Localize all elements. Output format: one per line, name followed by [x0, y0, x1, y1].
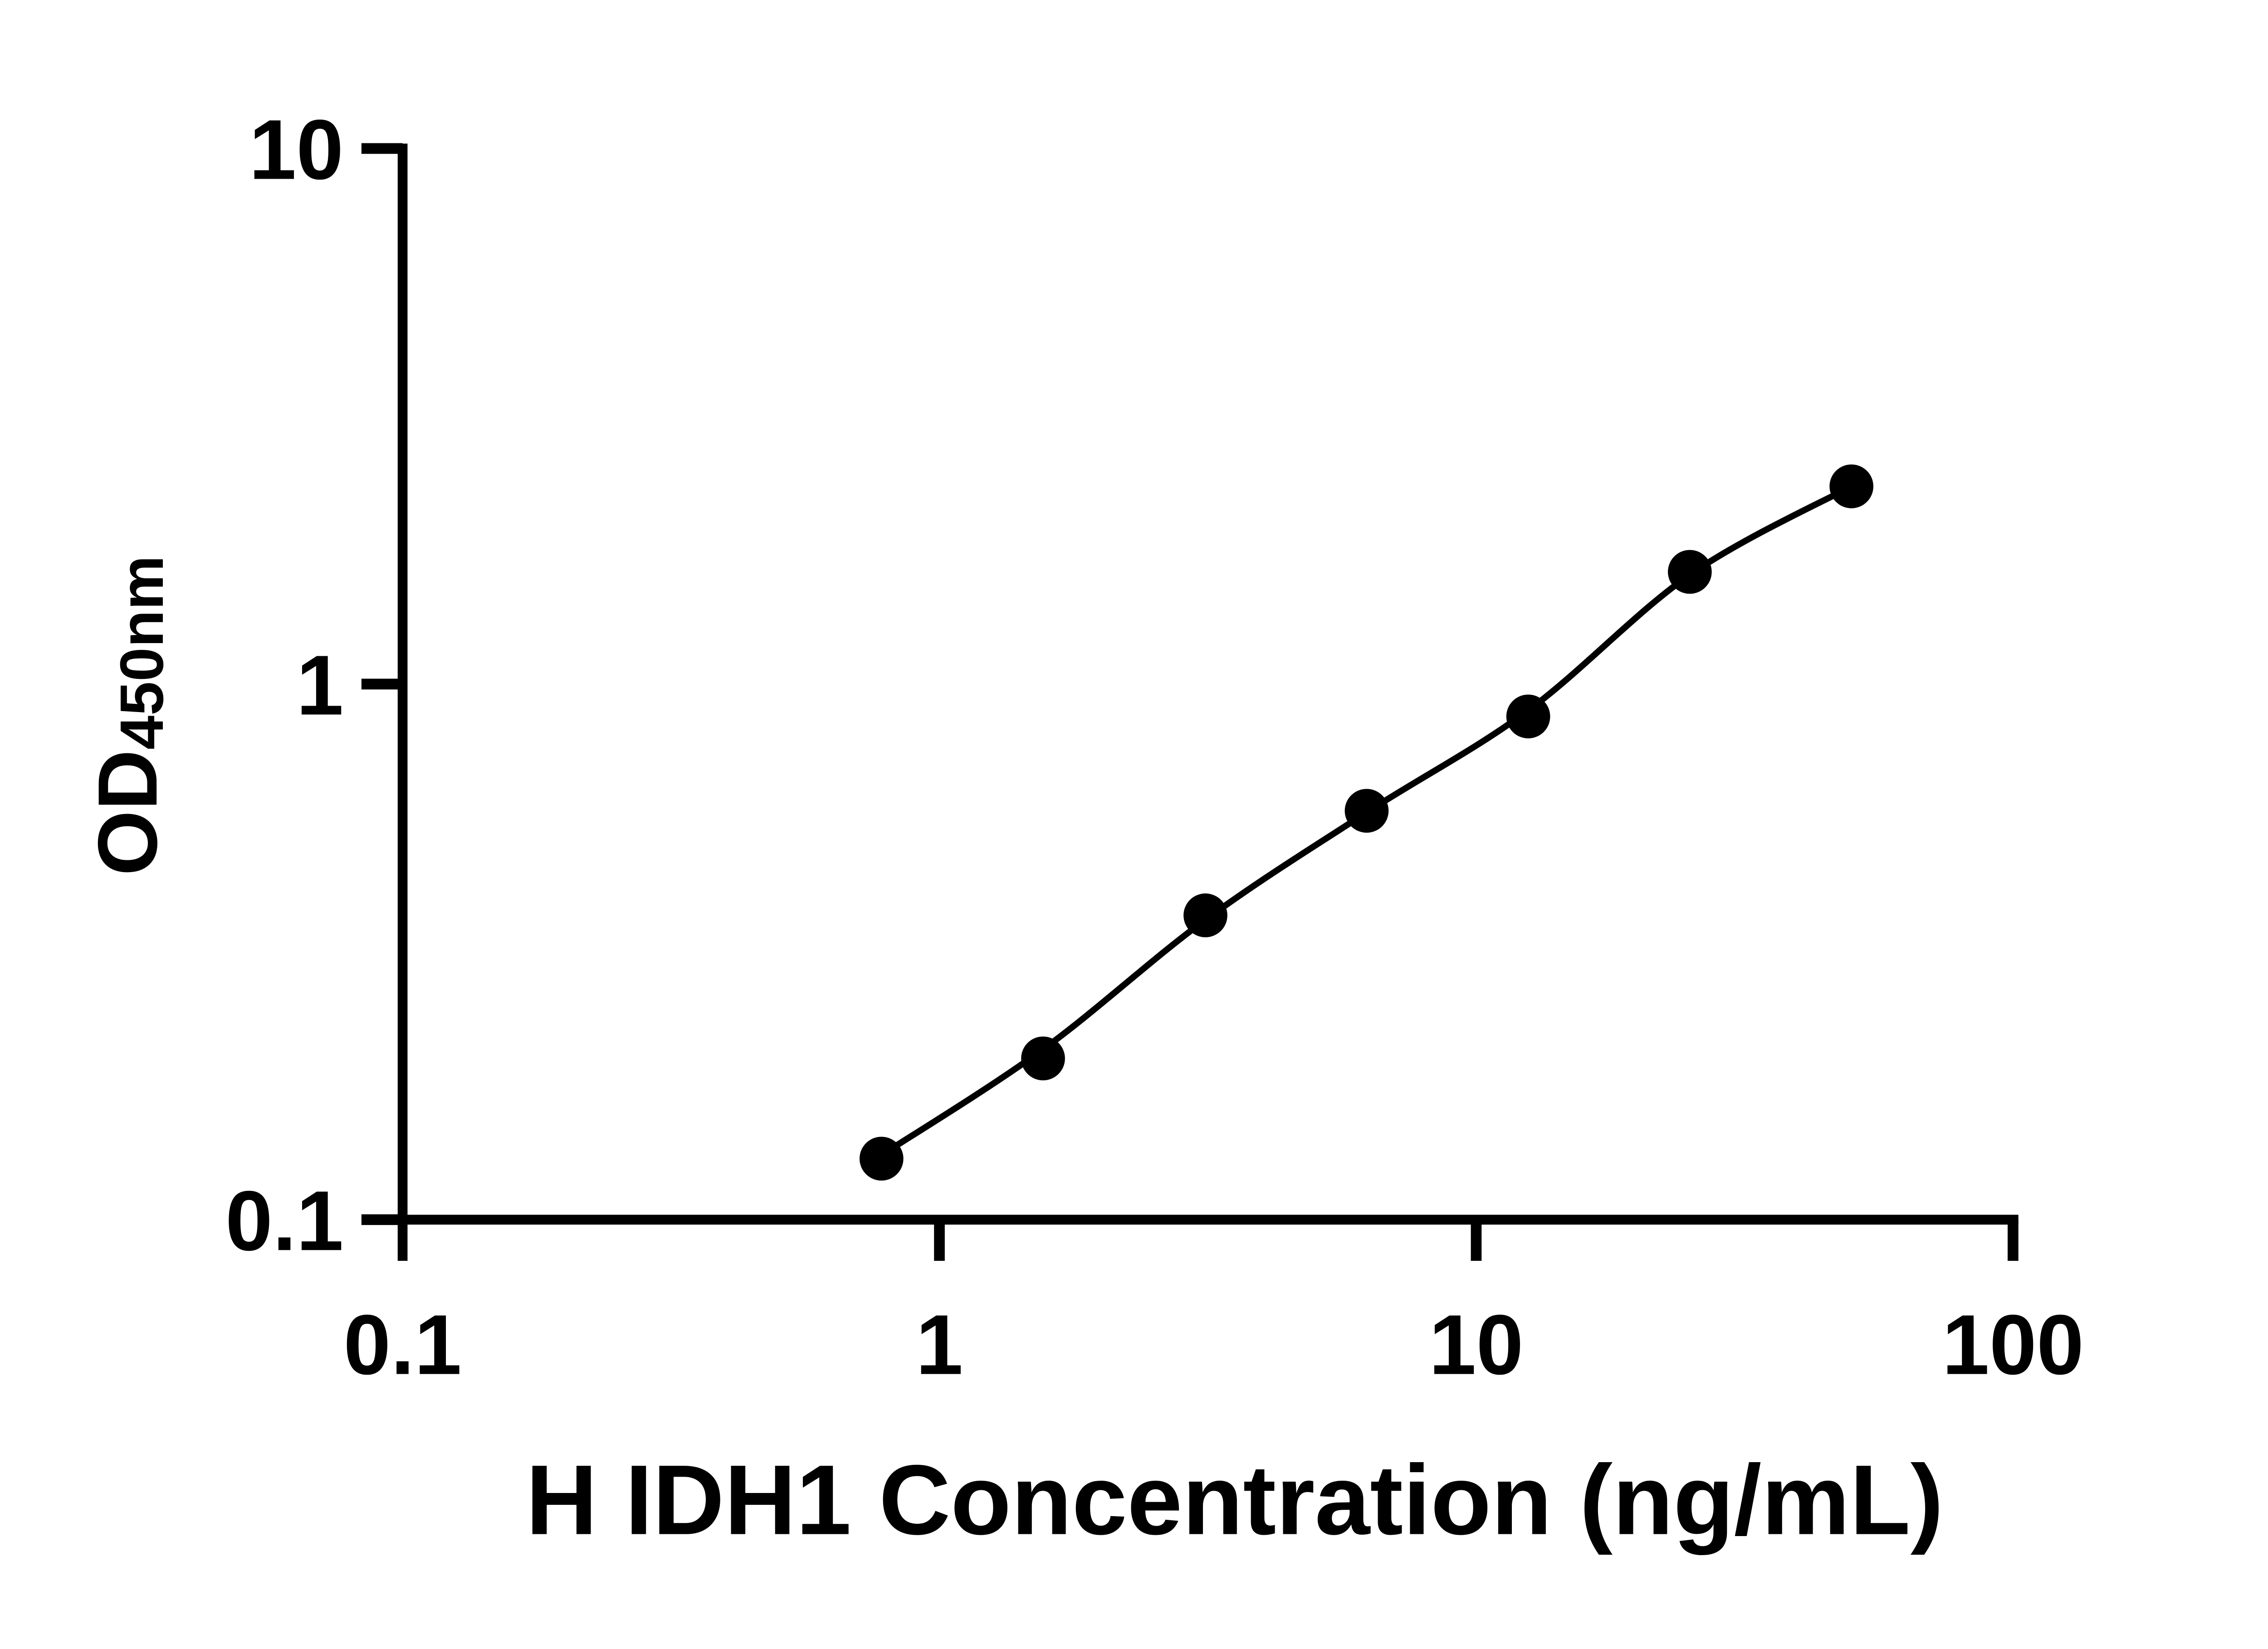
y-tick-label: 1 — [296, 637, 343, 732]
y-axis-title: OD450nm — [81, 556, 176, 876]
data-point — [1829, 464, 1873, 508]
y-axis-title-main: OD — [81, 750, 175, 876]
x-ticks — [934, 1220, 2019, 1261]
x-tick-label: 100 — [1942, 1297, 2084, 1392]
x-tick-label: 0.1 — [343, 1297, 461, 1392]
data-point — [1668, 550, 1712, 594]
data-point — [1344, 789, 1389, 833]
data-point — [1021, 1036, 1065, 1081]
y-axis: 0.1 1 10 — [225, 102, 408, 1268]
data-point — [859, 1137, 904, 1181]
x-tick-labels: 0.1 1 10 100 — [343, 1297, 2084, 1392]
data-point — [1183, 893, 1227, 937]
y-tick-label: 10 — [249, 102, 343, 197]
x-tick-label: 1 — [916, 1297, 963, 1392]
x-tick-label: 10 — [1429, 1297, 1523, 1392]
x-axis-title: H IDH1 Concentration (ng/mL) — [526, 1445, 1944, 1556]
y-axis-title-subscript: 450nm — [108, 556, 176, 750]
y-ticks — [361, 143, 403, 1225]
x-axis: 0.1 1 10 100 — [343, 1215, 2084, 1392]
y-tick-label: 0.1 — [225, 1173, 343, 1268]
data-points — [859, 464, 1873, 1181]
data-point — [1506, 694, 1550, 739]
y-tick-labels: 0.1 1 10 — [225, 102, 343, 1268]
